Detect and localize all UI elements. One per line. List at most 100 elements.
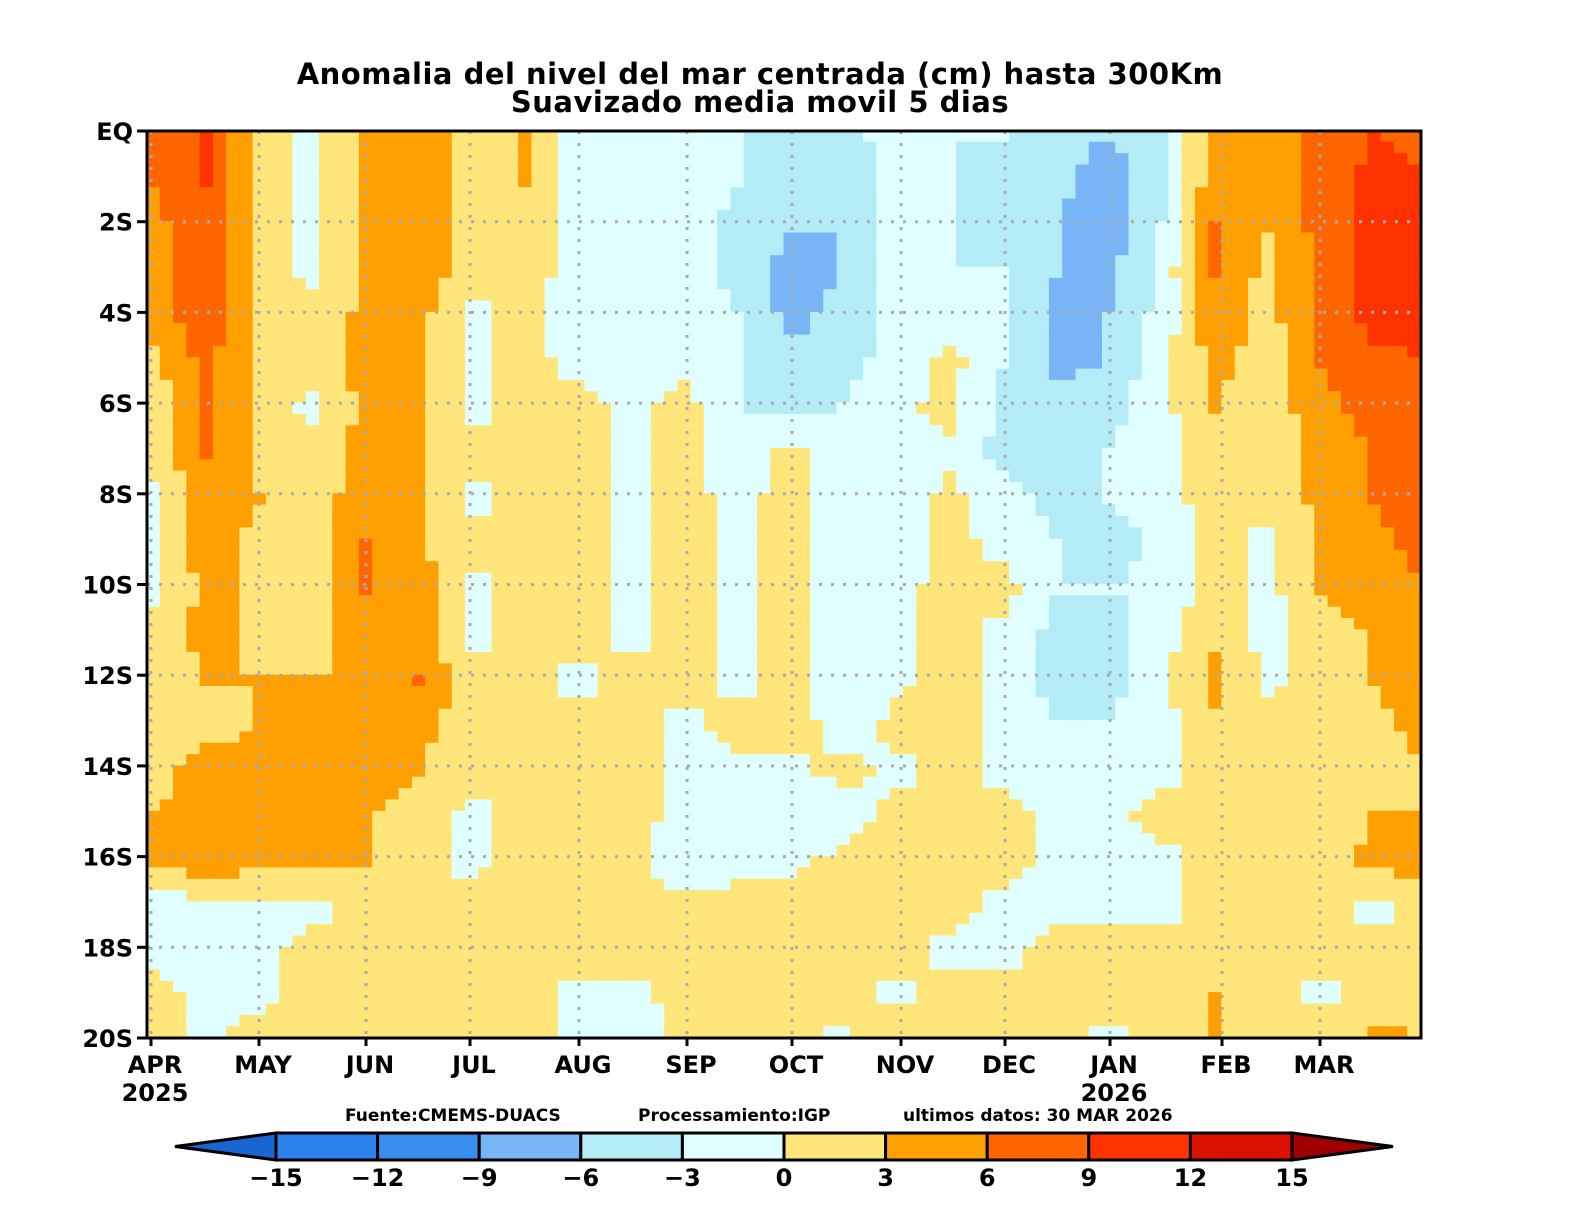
heatmap-cell (823, 561, 838, 574)
heatmap-cell (1274, 447, 1289, 461)
heatmap-cell (518, 708, 533, 721)
heatmap-cell (1340, 198, 1356, 211)
heatmap-cell (292, 527, 307, 540)
heatmap-cell (1128, 629, 1143, 642)
heatmap-cell (1407, 538, 1421, 551)
heatmap-cell (717, 527, 732, 540)
heatmap-cell (1035, 652, 1050, 665)
heatmap-cell (1261, 164, 1276, 177)
heatmap-cell (1354, 516, 1369, 529)
heatmap-cell (1274, 550, 1289, 563)
heatmap-cell (1274, 255, 1289, 268)
heatmap-cell (1075, 436, 1090, 449)
heatmap-cell (995, 391, 1011, 404)
heatmap-cell (1367, 289, 1382, 302)
heatmap-cell (690, 629, 705, 642)
heatmap-cell (531, 266, 546, 279)
heatmap-cell (770, 187, 785, 200)
heatmap-cell (1367, 243, 1382, 257)
heatmap-cell (823, 527, 838, 540)
heatmap-cell (504, 663, 520, 676)
heatmap-cell (451, 550, 466, 563)
heatmap-cell (836, 379, 851, 393)
heatmap-cell (956, 164, 971, 177)
heatmap-cell (451, 584, 466, 597)
heatmap-cell (491, 527, 506, 540)
heatmap-cell (1367, 175, 1382, 189)
heatmap-cell (1075, 504, 1090, 517)
heatmap-cell (810, 209, 825, 223)
heatmap-cell (969, 652, 984, 665)
heatmap-cell (1009, 323, 1024, 336)
heatmap-cell (916, 618, 931, 631)
heatmap-cell (438, 243, 453, 257)
heatmap-cell (969, 629, 984, 642)
heatmap-cell (279, 198, 294, 211)
heatmap-cell (664, 221, 679, 234)
heatmap-cell (372, 652, 387, 665)
heatmap-cell (995, 459, 1011, 472)
heatmap-cell (1194, 629, 1210, 642)
heatmap-cell (265, 391, 281, 404)
heatmap-cell (1367, 402, 1382, 415)
heatmap-cell (147, 629, 161, 642)
heatmap-cell (1088, 323, 1103, 336)
heatmap-cell (810, 232, 825, 245)
heatmap-cell (849, 447, 865, 461)
heatmap-cell (345, 595, 360, 608)
heatmap-cell (664, 357, 679, 370)
heatmap-cell (836, 425, 851, 438)
heatmap-cell (1208, 164, 1223, 177)
heatmap-cell (823, 277, 838, 291)
heatmap-cell (902, 652, 918, 665)
heatmap-cell (411, 391, 427, 404)
heatmap-cell (796, 334, 812, 347)
heatmap-cell (398, 584, 413, 597)
heatmap-cell (239, 572, 254, 585)
heatmap-cell (982, 209, 997, 223)
heatmap-cell (1221, 482, 1236, 495)
heatmap-cell (929, 686, 944, 699)
heatmap-cell (637, 425, 652, 438)
heatmap-cell (385, 153, 400, 166)
heatmap-cell (239, 323, 254, 336)
heatmap-cell (332, 357, 347, 370)
heatmap-cell (265, 493, 281, 506)
heatmap-cell (770, 164, 785, 177)
heatmap-cell (571, 255, 586, 268)
heatmap-cell (956, 209, 971, 223)
heatmap-cell (531, 470, 546, 483)
heatmap-cell (584, 652, 599, 665)
heatmap-cell (1181, 141, 1196, 155)
heatmap-cell (1088, 459, 1103, 472)
heatmap-cell (823, 164, 838, 177)
heatmap-cell (411, 527, 427, 540)
heatmap-cell (677, 436, 692, 449)
heatmap-cell (1181, 413, 1196, 427)
heatmap-cell (664, 504, 679, 517)
heatmap-cell (1194, 595, 1210, 608)
heatmap-cell (199, 357, 214, 370)
heatmap-cell (1327, 436, 1342, 449)
heatmap-cell (1340, 447, 1356, 461)
heatmap-cell (212, 482, 228, 495)
heatmap-cell (252, 493, 267, 506)
heatmap-cell (504, 572, 520, 585)
heatmap-cell (717, 345, 732, 359)
heatmap-cell (690, 221, 705, 234)
heatmap-cell (425, 402, 440, 415)
heatmap-cell (1048, 402, 1064, 415)
heatmap-cell (1261, 572, 1276, 585)
heatmap-cell (677, 277, 692, 291)
heatmap-cell (478, 391, 493, 404)
heatmap-cell (159, 606, 175, 619)
heatmap-cell (186, 550, 201, 563)
heatmap-cell (1287, 459, 1303, 472)
heatmap-cell (1102, 550, 1117, 563)
heatmap-cell (1048, 311, 1064, 325)
heatmap-cell (186, 357, 201, 370)
heatmap-cell (863, 572, 878, 585)
heatmap-cell (1155, 243, 1170, 257)
heatmap-cell (584, 391, 599, 404)
heatmap-cell (1128, 300, 1143, 313)
